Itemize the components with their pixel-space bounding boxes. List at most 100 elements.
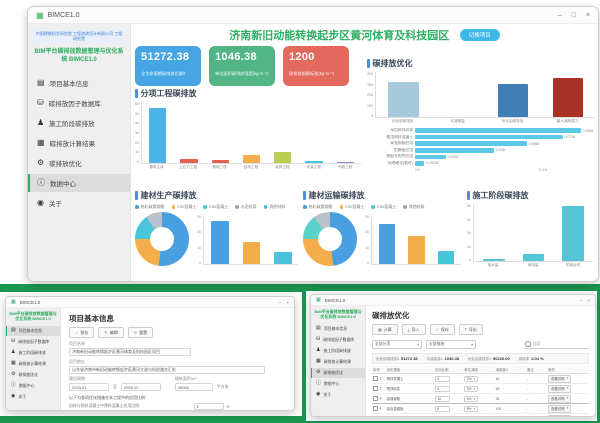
filter-select-1[interactable]: 全部分项 ▾ <box>372 340 422 349</box>
sidebar-item-6[interactable]: ⓘ 数据中心 <box>311 379 365 389</box>
minimize-button[interactable]: – <box>278 299 282 305</box>
toolbar-button-3[interactable]: ↻ 重置 <box>127 327 154 338</box>
row-checkbox[interactable] <box>373 396 378 401</box>
bar[interactable] <box>552 78 583 117</box>
detail-button[interactable]: 查看详情▾ <box>548 394 572 403</box>
ratio-input[interactable]: 5 <box>434 375 450 382</box>
column-header[interactable]: 单位减碳 <box>463 366 495 374</box>
hbar[interactable] <box>415 128 581 133</box>
maximize-button[interactable]: □ <box>571 11 576 19</box>
minimize-button[interactable]: – <box>579 297 583 303</box>
unit-reduction-select[interactable]: 3% ▾ <box>464 385 478 392</box>
bar[interactable] <box>408 236 425 264</box>
sidebar-item-2[interactable]: ⛁ 碳排放因子数据库 <box>311 335 365 345</box>
hbar[interactable] <box>415 134 563 140</box>
column-header[interactable]: 减碳量/t <box>494 366 527 374</box>
bar[interactable] <box>388 82 419 117</box>
bar[interactable] <box>211 221 229 264</box>
unit-reduction-select[interactable]: 2% ▾ <box>464 375 478 382</box>
percent-input[interactable]: 5 <box>193 402 224 410</box>
period-from-input[interactable]: 2023.01 <box>69 383 109 391</box>
filter-select-2[interactable]: 全部措施 ▾ <box>426 340 476 349</box>
sidebar-item-2[interactable]: ⛁ 碳排放因子数据库 <box>28 94 130 112</box>
hbar[interactable] <box>415 148 495 153</box>
column-header[interactable]: 优化措施 <box>385 366 434 374</box>
column-header[interactable]: 备注 <box>526 366 548 374</box>
search-input[interactable]: 搜索 <box>525 341 589 349</box>
sidebar-item-6[interactable]: ⓘ 数据中心 <box>6 381 60 391</box>
detail-button[interactable]: 查看详情▾ <box>548 414 572 416</box>
toolbar-button-4[interactable]: ⤒ 导出 <box>458 324 483 335</box>
sidebar-item-6[interactable]: ⓘ 数据中心 <box>28 173 130 192</box>
ratio-input[interactable]: 5 <box>434 385 450 392</box>
close-button[interactable]: × <box>286 299 289 305</box>
period-to-input[interactable]: 2025.12 <box>120 383 161 391</box>
hbar[interactable] <box>415 154 446 160</box>
donut-chart[interactable] <box>303 212 357 266</box>
table-row[interactable]: 4 铝合金模板 8 5% ▾ 102- 查看详情 ▾ <box>372 403 589 414</box>
sidebar-item-7[interactable]: ◉ 关于 <box>28 194 130 212</box>
toolbar-button-3[interactable]: ✓ 保存 <box>429 324 455 335</box>
close-button[interactable]: × <box>587 297 590 303</box>
bar[interactable] <box>482 259 505 261</box>
sidebar-item-7[interactable]: ◉ 关于 <box>6 392 60 402</box>
unit-reduction-select[interactable]: 6%▾ <box>464 415 478 416</box>
toolbar-button-2[interactable]: ⤓ 导入 <box>401 324 426 335</box>
titlebar[interactable]: ▦ BIMCE1.0 – × <box>6 297 294 308</box>
table-row[interactable]: 5装配式构件12 6%▾ 58-查看详情▾ <box>372 413 589 416</box>
sidebar-item-1[interactable]: ▤ 项目基本信息 <box>311 324 365 334</box>
row-checkbox[interactable] <box>373 406 378 411</box>
column-header[interactable]: 应用比例 <box>433 366 464 374</box>
unit-reduction-select[interactable]: 5% ▾ <box>464 405 478 412</box>
project-name-input[interactable]: 济南新旧动能转换起步区黄河体育及科技园区项目 <box>69 348 191 356</box>
detail-button[interactable]: 查看详情▾ <box>548 384 572 393</box>
bar[interactable] <box>497 84 528 117</box>
sidebar-item-5[interactable]: ⚙ 碳排放优化 <box>311 367 365 378</box>
hbar[interactable] <box>415 141 527 146</box>
sidebar-item-3[interactable]: ♟ 施工阶段碳排放 <box>311 346 365 356</box>
sidebar-item-5[interactable]: ⚙ 碳排放优化 <box>28 154 130 172</box>
sidebar-item-7[interactable]: ◉ 关于 <box>311 390 365 400</box>
column-header[interactable]: 操作 <box>547 366 589 374</box>
bar[interactable] <box>149 108 167 163</box>
sidebar-item-4[interactable]: ▦ 碳排放计算结果 <box>6 359 60 369</box>
table-row[interactable]: 2 预拌砂浆 5 3% ▾ 63- 查看详情 ▾ <box>372 383 589 394</box>
sidebar-item-3[interactable]: ♟ 施工阶段碳排放 <box>28 114 130 132</box>
bar[interactable] <box>274 152 292 163</box>
bar[interactable] <box>242 242 261 264</box>
table-row[interactable]: 1 预拌混凝土 5 2% ▾ 16- 查看详情 ▾ <box>372 373 589 384</box>
bar[interactable] <box>438 251 455 264</box>
titlebar[interactable]: ▦ BIMCE1.0 – × <box>311 295 595 306</box>
project-address-input[interactable]: 山东省济南市新旧动能转换起步区黄河大道与科创路交汇处 <box>69 365 265 374</box>
bar[interactable] <box>378 224 395 264</box>
bar[interactable] <box>180 159 198 163</box>
column-header[interactable]: 序号 <box>372 366 386 374</box>
sidebar-item-1[interactable]: ▤ 项目基本信息 <box>6 325 60 336</box>
close-button[interactable]: × <box>585 11 590 19</box>
sidebar-item-3[interactable]: ♟ 施工阶段碳排放 <box>6 348 60 358</box>
sidebar-item-2[interactable]: ⛁ 碳排放因子数据库 <box>6 337 60 347</box>
table-row[interactable]: 3 高强钢筋 10 4% ▾ 26- 查看详情 ▾ <box>372 393 589 404</box>
titlebar[interactable]: ▦ BIMCE1.0 – □ × <box>28 7 598 24</box>
toolbar-button-1[interactable]: ▦ 计算 <box>372 324 398 335</box>
toolbar-button-2[interactable]: ✎ 编辑 <box>98 327 124 338</box>
bar[interactable] <box>305 161 323 163</box>
row-checkbox[interactable] <box>373 376 378 381</box>
bar[interactable] <box>562 206 585 261</box>
sidebar-item-4[interactable]: ▦ 碳排放计算结果 <box>311 357 365 367</box>
unit-reduction-select[interactable]: 4% ▾ <box>464 395 478 402</box>
bar[interactable] <box>211 160 229 163</box>
bar[interactable] <box>242 155 261 163</box>
bar[interactable] <box>274 252 292 264</box>
bar[interactable] <box>336 162 354 163</box>
ratio-input[interactable]: 8 <box>434 405 450 412</box>
toolbar-button-1[interactable]: ✓ 保存 <box>69 327 95 338</box>
area-input[interactable]: 45000 <box>174 383 213 391</box>
row-checkbox[interactable] <box>373 386 378 391</box>
donut-chart[interactable] <box>135 212 189 266</box>
detail-button[interactable]: 查看详情▾ <box>548 374 572 383</box>
bar[interactable] <box>522 254 545 261</box>
sidebar-item-4[interactable]: ▦ 碳排放计算结果 <box>28 134 130 152</box>
hbar[interactable] <box>415 161 424 166</box>
ratio-input[interactable]: 10 <box>434 395 450 402</box>
